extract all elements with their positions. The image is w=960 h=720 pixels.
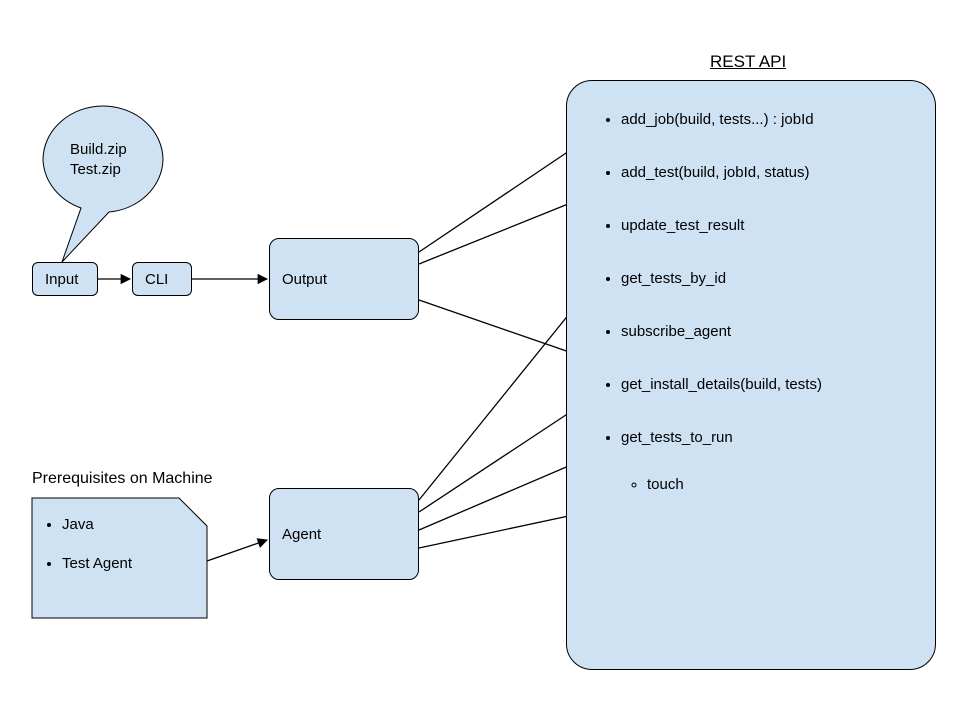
api-subitem-0-label: touch <box>647 476 684 493</box>
bubble-line-0: Build.zip <box>70 140 127 160</box>
speech-bubble <box>43 106 163 262</box>
prereq-item-0: Java <box>62 516 207 533</box>
api-item-0-label: add_job(build, tests...) : jobId <box>621 111 814 128</box>
api-title: REST API <box>710 52 786 72</box>
node-cli-label: CLI <box>145 271 168 288</box>
prerequisites-list: Java Test Agent <box>32 498 207 572</box>
api-item-6-label: get_tests_to_run <box>621 429 733 446</box>
edge-agent-api5 <box>419 462 578 530</box>
api-item-5: get_install_details(build, tests) <box>621 376 915 393</box>
node-cli: CLI <box>132 262 192 296</box>
node-input: Input <box>32 262 98 296</box>
node-api: add_job(build, tests...) : jobId add_tes… <box>566 80 936 670</box>
prerequisites-title: Prerequisites on Machine <box>32 470 213 488</box>
api-item-1: add_test(build, jobId, status) <box>621 164 915 181</box>
edge-agent-api4 <box>419 407 578 512</box>
prereq-item-1-label: Test Agent <box>62 555 132 572</box>
api-item-6: get_tests_to_run touch <box>621 429 915 493</box>
api-item-2: update_test_result <box>621 217 915 234</box>
node-output-label: Output <box>282 271 327 288</box>
edge-output-api0 <box>419 145 578 252</box>
api-item-0: add_job(build, tests...) : jobId <box>621 111 915 128</box>
api-item-1-label: add_test(build, jobId, status) <box>621 164 809 181</box>
api-item-2-label: update_test_result <box>621 217 744 234</box>
edge-output-api3 <box>419 300 578 355</box>
api-item-4: subscribe_agent <box>621 323 915 340</box>
edge-agent-api2 <box>419 303 578 500</box>
api-subitem-0: touch <box>647 476 915 493</box>
bubble-line-1: Test.zip <box>70 160 127 180</box>
diagram-stage: Build.zip Test.zip Input CLI Output Agen… <box>0 0 960 720</box>
prerequisites-card: Java Test Agent <box>32 498 207 618</box>
prereq-item-0-label: Java <box>62 516 94 533</box>
node-output: Output <box>269 238 419 320</box>
node-agent: Agent <box>269 488 419 580</box>
node-input-label: Input <box>45 271 78 288</box>
edge-prereq-agent <box>207 540 267 561</box>
api-item-3: get_tests_by_id <box>621 270 915 287</box>
node-agent-label: Agent <box>282 526 321 543</box>
speech-bubble-text: Build.zip Test.zip <box>70 140 127 181</box>
prereq-item-1: Test Agent <box>62 555 207 572</box>
edge-agent-api6 <box>419 514 578 548</box>
edge-output-api1 <box>419 200 578 264</box>
api-list: add_job(build, tests...) : jobId add_tes… <box>591 111 915 493</box>
api-item-3-label: get_tests_by_id <box>621 270 726 287</box>
api-item-4-label: subscribe_agent <box>621 323 731 340</box>
api-item-5-label: get_install_details(build, tests) <box>621 376 822 393</box>
api-subitems: touch <box>621 476 915 493</box>
